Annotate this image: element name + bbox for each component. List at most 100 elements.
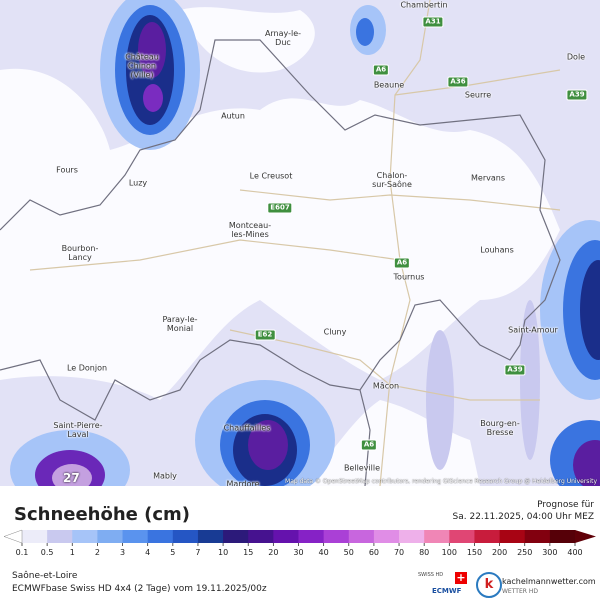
map: Map data © OpenStreetMap contributors, r… [0,0,600,486]
color-segment [474,530,501,543]
tick-label: 0.1 [16,548,29,557]
tick-label: 20 [268,548,278,557]
legend-title: Schneehöhe (cm) [14,504,191,525]
forecast-label: Prognose für [537,500,594,510]
color-segment [449,530,475,543]
place-label: Cluny [323,327,347,337]
legend: 0.1 0.5 1 2 3 4 5 7 10 15 20 30 40 50 60 70 80 100 150 200 2… [3,529,596,557]
tick-label: 100 [442,548,457,557]
high-arrow [575,530,596,543]
tick-label: 250 [517,548,532,557]
borders [0,39,561,486]
place-label: Chalon-sur-Saône [372,171,412,189]
color-segment [22,530,48,543]
color-segment [348,530,375,543]
color-segment [248,530,274,543]
color-segment [524,530,551,543]
tick-label: 400 [567,548,582,557]
place-label: Luzy [128,178,148,188]
place-label: Bourbon-Lancy [61,244,99,262]
color-segment [197,530,224,543]
color-segment [549,530,576,543]
place-label: Louhans [480,245,514,255]
brand-logo: k [476,572,502,598]
place-label: Mardore [226,479,260,487]
tick-label: 5 [170,548,175,557]
place-label: Fours [56,165,78,175]
forecast-time: Sa. 22.11.2025, 04:00 Uhr MEZ [452,512,594,522]
road-shield: A6 [393,257,411,269]
tick-label: 2 [95,548,100,557]
peak-value: 27 [63,471,80,485]
place-label: Château Chinon (Ville) [125,52,159,80]
road-shield: A39 [566,89,588,101]
color-segment [323,530,350,543]
place-label: Arnay-le-Duc [264,29,302,47]
place-label: Paray-le-Monial [162,315,198,333]
place-label: Montceau-les-Mines [228,221,272,239]
badge-top: SWISS HD [418,572,444,578]
brand: kachelmannwetter.com [502,577,596,586]
place-label: Mâcon [372,381,400,391]
map-canvas [0,0,600,486]
road-shield: A36 [447,76,469,88]
place-label: Mervans [471,173,505,183]
tick-label: 70 [394,548,404,557]
color-segment [499,530,526,543]
road-shield: A31 [422,16,444,28]
color-segment [373,530,400,543]
color-segment [273,530,299,543]
road-shield: A39 [504,364,526,376]
color-segment [122,530,149,543]
road-shield: A6 [360,439,378,451]
place-label: Autun [221,111,245,121]
low-arrow [3,529,23,544]
tick-label: 7 [195,548,200,557]
place-label: Chambertin [400,0,448,10]
place-label: Bourg-en-Bresse [480,419,520,437]
color-segment [47,530,73,543]
road-shield: A6 [372,64,390,76]
tick-label: 0.5 [41,548,54,557]
tick-label: 200 [492,548,507,557]
tick-label: 3 [120,548,125,557]
tick-label: 1 [70,548,75,557]
color-segment [298,530,325,543]
snow-blobs [10,0,600,486]
color-segment [424,530,450,543]
road-shield: E62 [254,329,276,341]
tick-label: 40 [319,548,329,557]
place-label: Tournus [393,272,425,282]
swiss-flag: + [455,571,467,584]
place-label: Dole [566,52,586,62]
tick-label: 15 [243,548,253,557]
color-segment [172,530,199,543]
place-label: Beaune [373,80,405,90]
tick-label: 150 [467,548,482,557]
place-label: Chauffailles [223,423,271,433]
place-label: Saint-Amour [508,325,558,335]
model: ECMWFbase Swiss HD 4x4 (2 Tage) vom 19.1… [12,584,267,594]
tick-label: 30 [293,548,303,557]
tick-label: 10 [218,548,228,557]
color-segment [223,530,249,543]
color-segment [399,530,425,543]
tick-label: 50 [344,548,354,557]
attribution: Map data © OpenStreetMap contributors, r… [285,478,597,485]
tick-label: 60 [369,548,379,557]
road-shield: E607 [267,202,293,214]
place-label: Seurre [464,90,492,100]
place-label: Le Creusot [249,171,293,181]
brand-sub: WETTER HD [502,588,538,595]
color-segment [72,530,98,543]
tick-label: 300 [542,548,557,557]
roads [29,0,561,486]
place-label: Mably [153,471,177,481]
region: Saône-et-Loire [12,571,78,581]
color-segment [97,530,124,543]
badge-bottom: ECMWF [432,587,462,595]
tick-label: 80 [419,548,429,557]
place-label: Belleville [343,463,381,473]
place-label: Le Donjon [66,363,108,373]
